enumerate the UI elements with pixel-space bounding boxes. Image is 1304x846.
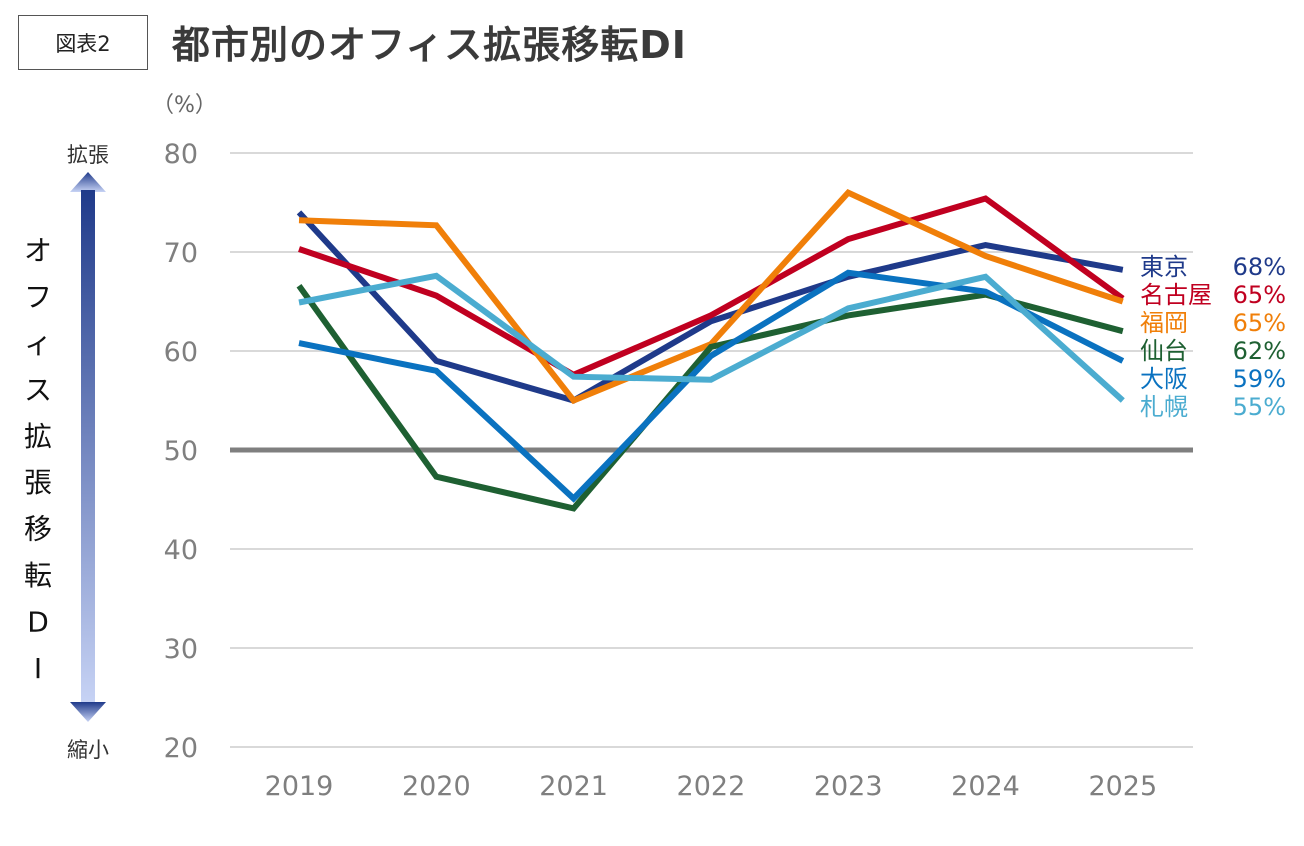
figure-number-badge: 図表2 <box>18 15 148 70</box>
x-tick-label: 2019 <box>265 771 334 802</box>
series-value-label: 68% <box>1233 253 1286 281</box>
y-tick-label: 60 <box>164 337 198 368</box>
y-axis-ticks: 20 30 40 50 60 70 80 <box>164 139 198 764</box>
y-axis-title-char: 移 <box>24 513 52 546</box>
y-unit-label: （%） <box>152 93 217 118</box>
y-axis-title-char: I <box>34 652 42 685</box>
series-line-1 <box>298 195 1125 379</box>
y-axis-title-char: ス <box>24 373 52 406</box>
series-name-label: 大阪 <box>1140 365 1188 393</box>
y-axis-title-char: 転 <box>24 559 52 592</box>
x-tick-label: 2025 <box>1088 771 1157 802</box>
arrow-up-head <box>70 172 106 192</box>
y-tick-label: 30 <box>164 634 198 665</box>
y-axis-title-char: 拡 <box>24 420 52 453</box>
x-tick-label: 2022 <box>677 771 746 802</box>
series-value-label: 62% <box>1233 337 1286 365</box>
x-tick-label: 2021 <box>539 771 608 802</box>
series-value-label: 65% <box>1233 281 1286 309</box>
y-axis-title-char: フ <box>24 280 52 313</box>
x-axis-ticks: 2019 2020 2021 2022 2023 2024 2025 <box>265 771 1158 802</box>
arrow-bottom-label: 縮小 <box>67 738 109 762</box>
end-labels: 東京 68% 名古屋 65% 福岡 65% 仙台 62% 大阪 59% 札幌 55% <box>1140 253 1286 421</box>
y-tick-label: 20 <box>164 733 198 764</box>
x-tick-label: 2024 <box>951 771 1020 802</box>
y-axis-title-char: D <box>27 606 49 639</box>
y-tick-label: 80 <box>164 139 198 170</box>
arrow-down-head <box>70 702 106 722</box>
series-name-label: 東京 <box>1140 253 1188 281</box>
x-tick-label: 2020 <box>402 771 471 802</box>
y-axis-title-vertical: オフィス拡張移転DI <box>24 234 52 685</box>
gridlines <box>230 152 1193 748</box>
series-name-label: 札幌 <box>1140 393 1188 421</box>
y-axis-title-char: オ <box>24 234 52 267</box>
series-line-0 <box>296 210 1124 404</box>
series-value-label: 59% <box>1233 365 1286 393</box>
series-value-label: 55% <box>1233 393 1286 421</box>
x-tick-label: 2023 <box>814 771 883 802</box>
y-tick-label: 70 <box>164 238 198 269</box>
series-name-label: 福岡 <box>1140 309 1188 337</box>
y-axis-title-char: 張 <box>24 466 52 499</box>
expand-shrink-arrow <box>70 172 106 722</box>
arrow-top-label: 拡張 <box>67 143 109 167</box>
y-axis-title-char: ィ <box>24 327 52 360</box>
page-title: 都市別のオフィス拡張移転DI <box>172 23 687 67</box>
arrow-shaft <box>81 190 95 704</box>
series-line-4 <box>298 269 1125 503</box>
series-line-5 <box>298 272 1125 403</box>
y-tick-label: 50 <box>164 436 198 467</box>
series-lines <box>296 188 1125 512</box>
y-tick-label: 40 <box>164 535 198 566</box>
series-name-label: 仙台 <box>1140 337 1188 365</box>
series-name-label: 名古屋 <box>1140 281 1212 309</box>
series-value-label: 65% <box>1233 309 1286 337</box>
